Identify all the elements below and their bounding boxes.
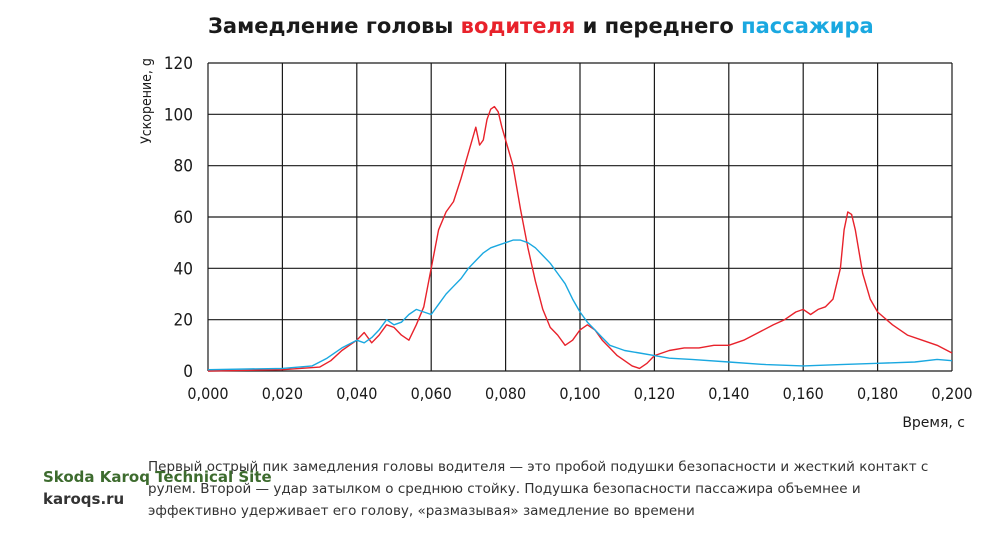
chart-caption: Первый острый пик замедления головы води… (148, 459, 929, 519)
y-tick-label: 120 (164, 54, 193, 74)
title-driver-word: водителя (460, 14, 576, 38)
title-part-2: и переднего (575, 14, 742, 38)
x-tick-label: 0,180 (857, 384, 898, 403)
chart-title: Замедление головы водителя и переднего п… (208, 14, 874, 38)
x-axis-label: Время, с (902, 415, 965, 431)
y-tick-label: 60 (174, 208, 193, 228)
y-tick-label: 20 (174, 311, 193, 331)
title-part-1: Замедление головы (208, 14, 461, 38)
driver-series-line (207, 105, 953, 372)
x-tick-label: 0,140 (708, 384, 749, 403)
x-tick-label: 0,080 (485, 384, 526, 403)
y-tick-label: 0 (183, 362, 193, 382)
x-tick-label: 0,000 (187, 384, 228, 403)
x-tick-label: 0,120 (634, 384, 675, 403)
y-tick-labels: 0 20 40 60 80 100 120 (164, 54, 193, 382)
y-tick-label: 40 (174, 259, 193, 279)
chart-series (207, 105, 953, 372)
y-tick-label: 100 (164, 105, 193, 125)
watermark-site-name: Skoda Karoq Technical Site (43, 468, 272, 486)
x-tick-label: 0,040 (336, 384, 377, 403)
x-tick-label: 0,100 (559, 384, 600, 403)
x-tick-label: 0,200 (931, 384, 972, 403)
site-watermark: Skoda Karoq Technical Site karoqs.ru (43, 466, 272, 510)
x-tick-labels: 0,000 0,020 0,040 0,060 0,080 0,100 0,120 0,140… (187, 384, 972, 403)
passenger-series-line (207, 239, 953, 371)
chart-grid (207, 62, 953, 372)
x-tick-label: 0,060 (411, 384, 452, 403)
watermark-url: karoqs.ru (43, 490, 125, 508)
title-passenger-word: пассажира (741, 14, 874, 38)
y-axis-label: Ускорение, g (139, 58, 155, 144)
y-tick-label: 80 (174, 157, 193, 177)
x-tick-label: 0,020 (262, 384, 303, 403)
x-tick-label: 0,160 (783, 384, 824, 403)
